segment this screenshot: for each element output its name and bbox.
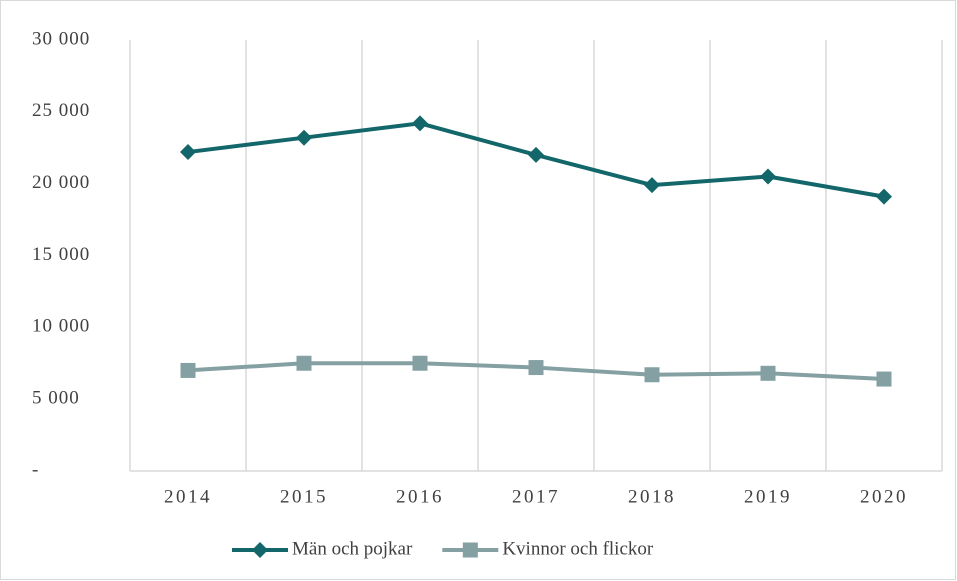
legend-label: Män och pojkar — [292, 538, 413, 559]
legend-marker — [252, 542, 268, 558]
data-point — [296, 129, 312, 146]
legend-label: Kvinnor och flickor — [502, 538, 654, 559]
data-point — [644, 367, 660, 383]
data-point — [644, 177, 660, 194]
data-point — [412, 355, 428, 371]
data-point — [876, 371, 892, 387]
data-point — [760, 168, 776, 185]
data-point — [760, 365, 776, 381]
data-point — [528, 360, 544, 376]
x-tick-label: 2014 — [164, 486, 212, 507]
y-tick-label: 10 000 — [32, 316, 90, 337]
y-tick-label: 25 000 — [32, 100, 90, 121]
data-point — [528, 146, 544, 163]
y-tick-label: 20 000 — [32, 172, 90, 193]
data-point — [296, 355, 312, 371]
y-tick-label: - — [32, 459, 39, 480]
x-tick-label: 2020 — [860, 486, 908, 507]
x-tick-label: 2016 — [396, 486, 444, 507]
data-point — [876, 188, 892, 205]
x-tick-label: 2017 — [512, 486, 560, 507]
legend-marker — [462, 542, 478, 558]
x-tick-label: 2018 — [628, 486, 676, 507]
data-point — [180, 144, 196, 161]
data-point — [180, 362, 196, 378]
data-point — [412, 115, 428, 132]
x-tick-label: 2015 — [280, 486, 328, 507]
y-tick-label: 30 000 — [32, 28, 90, 49]
y-tick-label: 5 000 — [32, 388, 80, 409]
x-tick-label: 2019 — [744, 486, 792, 507]
y-tick-label: 15 000 — [32, 244, 90, 265]
